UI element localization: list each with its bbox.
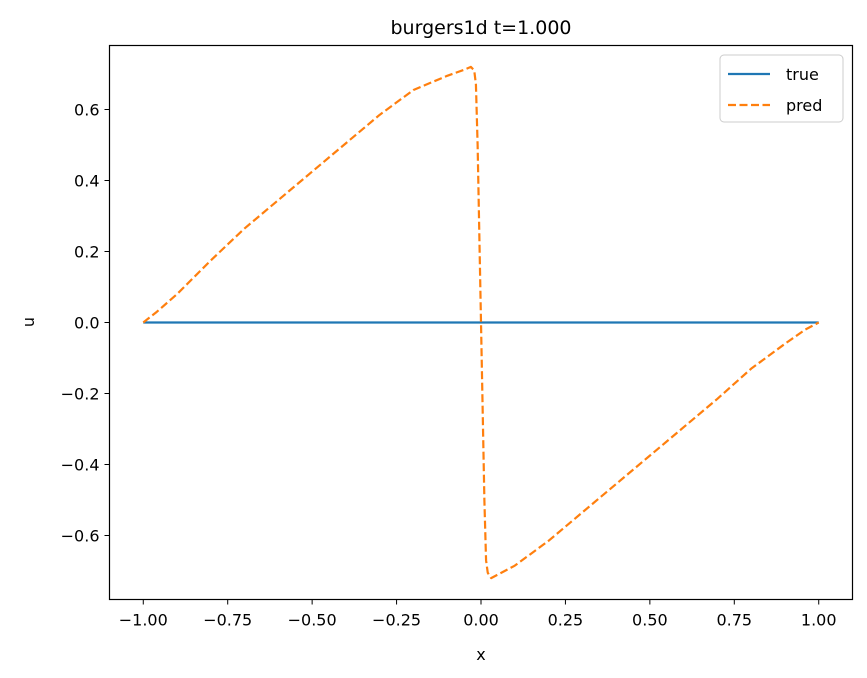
x-axis-label: x (476, 645, 485, 664)
y-tick-label: 0.0 (74, 314, 99, 333)
y-tick-label: −0.2 (61, 384, 100, 403)
x-tick-label: −0.75 (203, 611, 252, 630)
legend-label-pred: pred (786, 96, 822, 115)
x-tick-label: 1.00 (801, 611, 837, 630)
y-tick-label: −0.6 (61, 526, 100, 545)
legend: true pred (719, 54, 844, 123)
legend-items: true pred (728, 65, 822, 115)
series-layer (142, 65, 820, 580)
x-tick-label: −0.50 (288, 611, 337, 630)
x-tick-label: 0.00 (463, 611, 499, 630)
legend-box (719, 54, 844, 123)
series-line-pred (142, 65, 820, 580)
y-tick-label: 0.6 (74, 101, 99, 120)
x-tick-label: −0.25 (372, 611, 421, 630)
plot-area (108, 44, 854, 601)
y-tick-label: 0.4 (74, 172, 99, 191)
chart-title: burgers1d t=1.000 (391, 17, 572, 39)
y-axis: −0.6 −0.4 −0.2 0.0 0.2 0.4 0.6 (61, 101, 110, 545)
y-tick-label: −0.4 (61, 455, 100, 474)
x-axis: −1.00 −0.75 −0.50 −0.25 0.00 0.25 0.50 0.75 1.00 (119, 599, 837, 630)
x-tick-label: 0.50 (632, 611, 668, 630)
x-tick-label: −1.00 (119, 611, 168, 630)
x-tick-label: 0.75 (716, 611, 752, 630)
y-tick-label: 0.2 (74, 243, 99, 262)
legend-label-true: true (786, 65, 819, 84)
x-tick-label: 0.25 (548, 611, 584, 630)
y-axis-label: u (19, 317, 38, 327)
